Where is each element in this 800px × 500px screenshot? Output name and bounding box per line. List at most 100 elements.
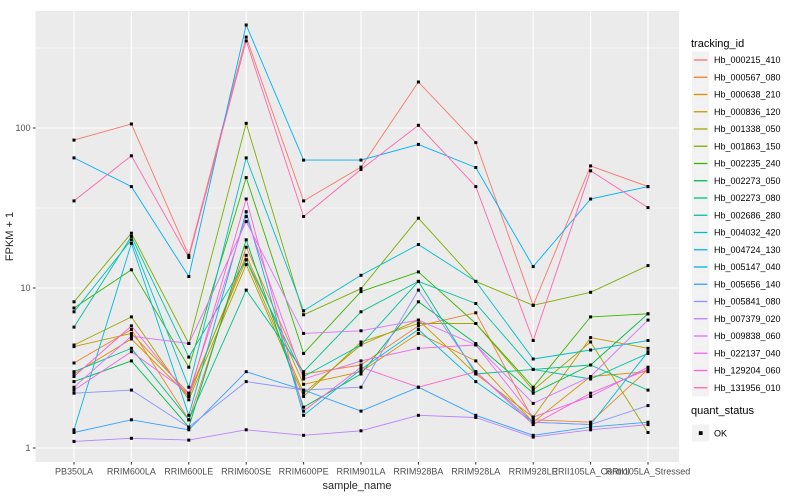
data-point — [302, 413, 306, 417]
legend-item-label: Hb_009838_060 — [714, 331, 781, 341]
data-point — [589, 428, 593, 432]
data-point — [187, 394, 191, 398]
data-point — [129, 324, 133, 328]
data-point — [187, 438, 191, 442]
x-tick-label: RRII105LA_Control — [552, 467, 630, 477]
data-point — [474, 166, 478, 169]
y-tick-label: 100 — [15, 123, 30, 133]
legend-item-label: Hb_004032_420 — [714, 228, 781, 238]
data-point — [416, 346, 420, 350]
data-point — [589, 197, 593, 201]
data-point — [646, 185, 650, 189]
legend-item: Hb_131956_010 — [692, 379, 781, 397]
quant-status-label: OK — [714, 428, 727, 438]
data-point — [646, 367, 650, 371]
data-point — [589, 425, 593, 429]
data-point — [244, 263, 248, 267]
data-point — [646, 365, 650, 369]
data-point — [416, 279, 420, 283]
legend-item: Hb_002273_050 — [692, 172, 781, 190]
data-point — [244, 23, 248, 27]
data-point — [531, 415, 535, 419]
legend-item-label: Hb_000567_080 — [714, 72, 781, 82]
data-point — [129, 346, 133, 350]
data-point — [589, 394, 593, 398]
data-point — [531, 435, 535, 439]
x-tick-label: RRIM600LE — [164, 467, 213, 477]
data-point — [531, 433, 535, 437]
data-point — [72, 310, 76, 314]
legend-item: Hb_002235_240 — [692, 154, 781, 173]
data-point — [129, 359, 133, 363]
data-point — [187, 398, 191, 402]
data-point — [72, 370, 76, 374]
data-point — [302, 382, 306, 386]
data-point — [359, 340, 363, 344]
data-point — [244, 245, 248, 249]
legend-item: Hb_000836_120 — [692, 103, 781, 121]
data-point — [474, 322, 478, 325]
y-tick-label: 1 — [25, 443, 30, 453]
data-point — [359, 343, 363, 347]
data-point — [359, 359, 363, 363]
data-point — [359, 365, 363, 369]
data-point — [187, 428, 191, 432]
x-tick-label: RRIM928BA — [393, 467, 443, 477]
data-point — [416, 413, 420, 417]
data-point — [302, 388, 306, 392]
data-point — [531, 388, 535, 392]
data-point — [129, 334, 133, 338]
data-point — [416, 123, 420, 127]
legend-item: Hb_000567_080 — [692, 68, 781, 86]
data-point — [187, 391, 191, 395]
x-tick-label: RRIM600LA — [107, 467, 156, 477]
data-point — [302, 391, 306, 395]
data-point — [187, 425, 191, 429]
data-point — [244, 156, 248, 160]
data-point — [646, 420, 650, 424]
data-point — [531, 391, 535, 395]
data-point — [359, 290, 363, 294]
data-point — [187, 365, 191, 369]
legend-item-label: Hb_005656_140 — [714, 279, 781, 289]
data-point — [646, 370, 650, 374]
legend-item-label: Hb_129204_060 — [714, 366, 781, 376]
legend-item-label: Hb_001863_150 — [714, 141, 781, 151]
data-point — [531, 303, 535, 307]
legend-item: Hb_001863_150 — [692, 137, 781, 155]
legend-item-label: Hb_007379_020 — [714, 314, 781, 324]
data-point — [302, 372, 306, 376]
data-point — [359, 168, 363, 171]
legend-item: Hb_005841_080 — [692, 292, 781, 311]
data-point — [531, 265, 535, 269]
data-point — [302, 433, 306, 437]
data-point — [359, 429, 363, 433]
data-point — [244, 215, 248, 218]
data-point — [302, 375, 306, 378]
data-point — [531, 367, 535, 371]
data-point — [244, 258, 248, 262]
data-point — [72, 325, 76, 329]
data-point — [72, 391, 76, 395]
data-point — [187, 256, 191, 259]
data-point — [474, 343, 478, 347]
data-point — [187, 413, 191, 417]
data-point — [302, 370, 306, 374]
data-point — [531, 357, 535, 361]
legend-item: Hb_005656_140 — [692, 275, 781, 293]
series-layer — [72, 23, 650, 443]
x-tick-label: PB350LA — [55, 467, 93, 477]
data-point — [359, 310, 363, 314]
data-point — [416, 216, 420, 220]
data-point — [646, 388, 650, 392]
data-point — [416, 324, 420, 328]
data-point — [302, 331, 306, 335]
data-point — [474, 370, 478, 374]
data-point — [589, 363, 593, 367]
data-point — [72, 431, 76, 434]
data-point — [589, 420, 593, 424]
legend-item: Hb_002686_280 — [692, 206, 781, 224]
data-point — [129, 388, 133, 392]
ok-point-icon — [698, 431, 703, 435]
